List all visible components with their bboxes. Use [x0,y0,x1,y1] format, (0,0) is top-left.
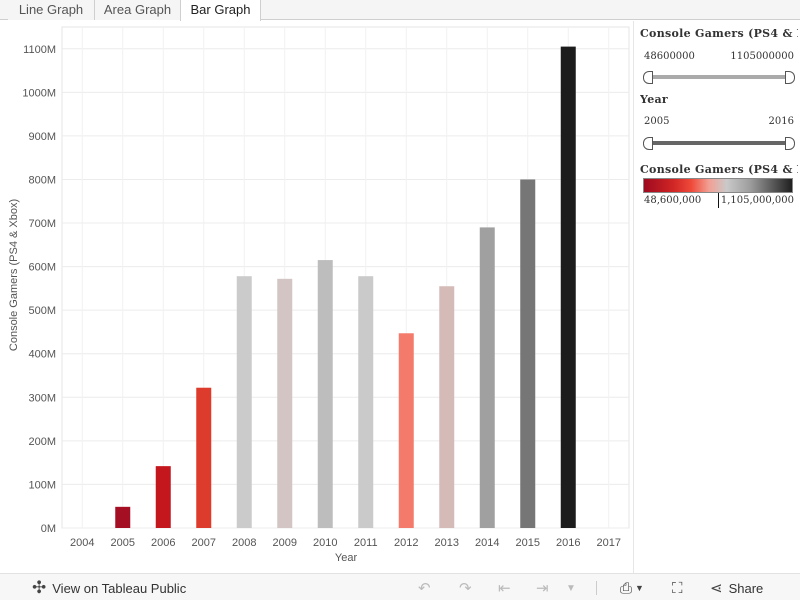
gamers-filter-min: 48600000 [644,51,695,62]
bar-2006[interactable] [155,466,171,528]
view-on-tableau-label: View on Tableau Public [52,580,187,596]
year-filter-min: 2005 [644,116,670,127]
year-slider-min-handle[interactable] [643,137,653,150]
y-axis: 0M 100M 200M 300M 400M 500M 600M 700M 800M 900M 10… [22,44,56,535]
y-tick-label: 700M [28,218,56,230]
undo-icon: ↶ [418,580,431,597]
fullscreen-icon: ⛶ [672,579,683,597]
share-icon: ⋖ [710,580,723,597]
color-legend-max: 1,105,000,000 [720,195,794,206]
refresh-button[interactable]: ⇥ [536,578,549,598]
x-tick-label: 2006 [151,537,175,549]
x-tick-label: 2013 [435,537,459,549]
year-filter-max: 2016 [768,116,794,127]
x-tick-label: 2015 [516,537,540,549]
y-tick-label: 1100M [23,44,56,56]
refresh-icon: ⇥ [536,580,549,597]
x-tick-label: 2011 [354,537,378,549]
bar-2012[interactable] [398,333,414,528]
y-tick-label: 200M [28,436,56,448]
gamers-slider-track[interactable] [648,75,790,79]
undo-button[interactable]: ↶ [418,578,431,598]
y-tick-label: 800M [28,174,56,186]
revert-button[interactable]: ⇤ [498,578,511,598]
chart-grid [61,26,630,529]
x-tick-label: 2014 [475,537,499,549]
bar-2005[interactable] [115,506,131,528]
y-tick-label: 900M [28,131,56,143]
chevron-down-icon: ▼ [635,583,644,593]
x-tick-label: 2004 [70,537,94,549]
bar-2010[interactable] [317,260,333,528]
x-tick-label: 2005 [111,537,135,549]
revert-icon: ⇤ [498,580,511,597]
y-tick-label: 300M [28,392,56,404]
x-tick-label: 2016 [556,537,580,549]
year-slider-track[interactable] [648,141,790,145]
share-button[interactable]: ⋖ Share [710,578,763,598]
redo-icon: ↷ [459,580,472,597]
year-slider-max-handle[interactable] [785,137,795,150]
gamers-filter-title: Console Gamers (PS4 & X... [640,27,798,40]
bar-2013[interactable] [439,286,455,528]
year-filter-title: Year [640,93,669,106]
color-legend-marker [718,193,719,208]
bar-2009[interactable] [277,278,293,528]
y-tick-label: 0M [41,523,56,535]
download-button[interactable]: ⎙ ▼ [620,578,644,598]
gamers-filter-max: 1105000000 [730,51,794,62]
tab-bar-graph[interactable]: Bar Graph [180,0,261,21]
tab-area-graph[interactable]: Area Graph [95,0,181,20]
bar-2011[interactable] [358,276,374,528]
y-tick-label: 1000M [22,87,56,99]
download-icon: ⎙ [620,579,633,597]
color-legend-title: Console Gamers (PS4 & X... [640,163,798,176]
x-tick-label: 2017 [597,537,621,549]
x-axis: 2004 2005 2006 2007 2008 2009 2010 2011 2012 2013… [70,537,621,549]
y-tick-label: 400M [28,349,56,361]
bar-2007[interactable] [196,387,212,528]
redo-button[interactable]: ↷ [459,578,472,598]
tab-line-graph[interactable]: Line Graph [8,0,95,20]
gamers-slider-max-handle[interactable] [785,71,795,84]
bar-2015[interactable] [520,179,536,528]
x-tick-label: 2012 [394,537,418,549]
share-label: Share [728,580,764,596]
y-axis-title: Console Gamers (PS4 & Xbox) [8,199,20,351]
plot-frame [61,26,630,529]
pause-dropdown-button[interactable]: ▼ [566,578,576,598]
view-on-tableau-button[interactable]: ✣ View on Tableau Public [32,578,186,598]
y-tick-label: 600M [28,262,56,274]
bar-2014[interactable] [479,227,495,528]
bar-2016[interactable] [560,46,576,529]
filter-panel: Console Gamers (PS4 & X... 48600000 1105… [633,21,800,573]
toolbar-divider [596,581,597,595]
pause-dropdown-icon: ▼ [566,582,576,594]
x-tick-label: 2010 [313,537,337,549]
fullscreen-button[interactable]: ⛶ [672,578,683,598]
chart-bars [115,46,576,529]
bottom-toolbar: ✣ View on Tableau Public ↶ ↷ ⇤ ⇥ ▼ ⎙ ▼ ⛶… [0,573,800,600]
x-axis-title: Year [335,552,358,564]
tab-bar: Line Graph Area Graph Bar Graph [0,0,800,21]
y-tick-label: 500M [28,305,56,317]
x-tick-label: 2008 [232,537,256,549]
x-tick-label: 2009 [273,537,297,549]
y-tick-label: 100M [28,479,56,491]
bar-2008[interactable] [236,276,252,528]
x-tick-label: 2007 [192,537,216,549]
bar-chart: 0M 100M 200M 300M 400M 500M 600M 700M 800M 900M 10… [8,26,630,564]
color-legend-gradient [643,178,793,193]
gamers-slider-min-handle[interactable] [643,71,653,84]
color-legend-min: 48,600,000 [644,195,702,206]
tableau-icon: ✣ [32,578,47,597]
